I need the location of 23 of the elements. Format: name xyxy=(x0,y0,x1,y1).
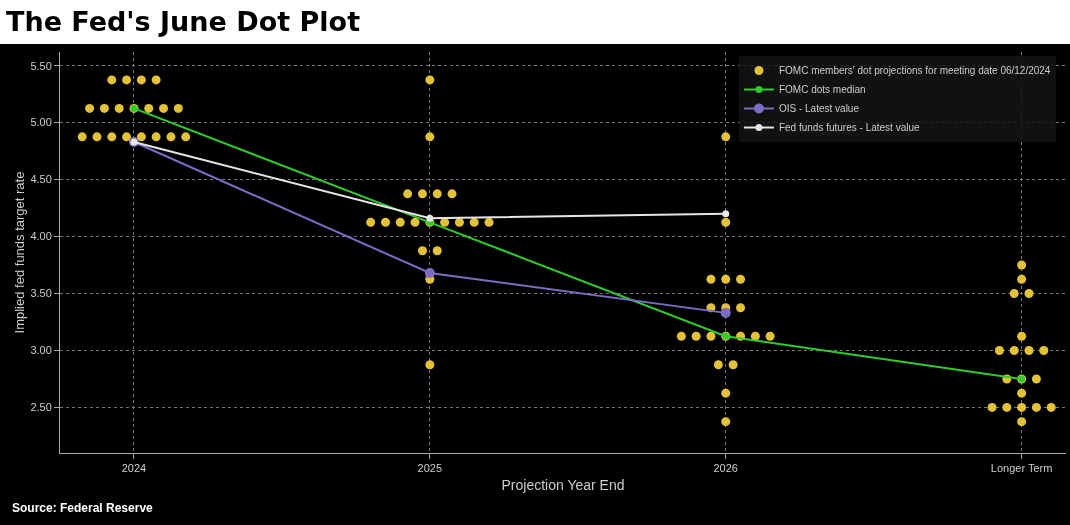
source-note: Source: Federal Reserve xyxy=(12,501,154,515)
y-tick-label: 5.50 xyxy=(30,59,52,72)
y-tick-label: 4.50 xyxy=(30,173,52,186)
point xyxy=(720,307,731,318)
point xyxy=(424,268,435,279)
y-tick-label: 3.00 xyxy=(30,344,52,357)
legend-label: Fed funds futures - Latest value xyxy=(778,122,921,134)
x-tick-label: 2025 xyxy=(417,462,443,475)
point xyxy=(722,210,730,218)
y-tick-label: 5.00 xyxy=(30,116,52,129)
legend-label: FOMC members' dot projections for meeting date 06/12/2024 xyxy=(778,65,1051,77)
legend-label: OIS - Latest value xyxy=(778,103,860,115)
point xyxy=(426,214,434,222)
x-tick-label: Longer Term xyxy=(990,462,1053,475)
y-tick-label: 2.50 xyxy=(30,401,52,414)
x-tick-label: 2024 xyxy=(121,462,147,475)
legend-label: FOMC dots median xyxy=(778,84,866,96)
x-tick-label: 2026 xyxy=(713,462,738,475)
x-axis-title: Projection Year End xyxy=(501,476,625,493)
y-tick-label: 3.50 xyxy=(30,287,52,300)
chart-title: The Fed's June Dot Plot xyxy=(5,5,362,39)
y-tick-label: 4.00 xyxy=(30,230,52,243)
y-axis-title: Implied fed funds target rate xyxy=(12,171,27,334)
